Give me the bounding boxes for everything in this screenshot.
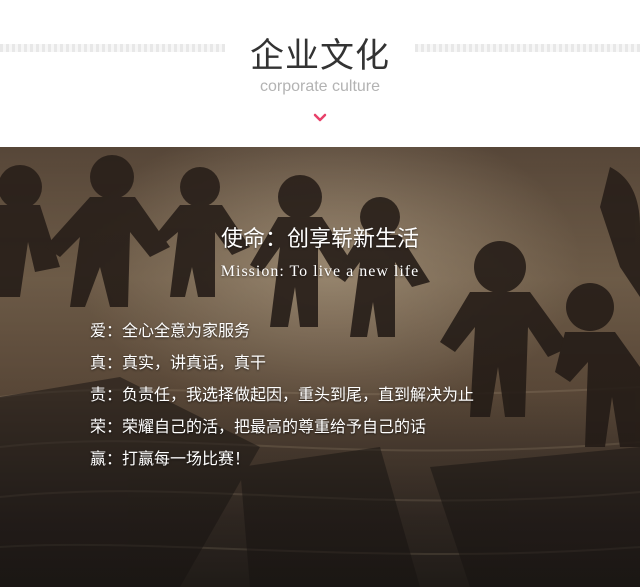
banner-overlay	[0, 147, 640, 587]
mission-subtitle: Mission: To live a new life	[220, 263, 420, 280]
paper-people-illustration	[0, 155, 640, 587]
section-subtitle: corporate culture	[259, 78, 381, 95]
value-item-love: 爱：全心全意为家服务	[90, 321, 251, 340]
culture-banner-image: 使命：创享崭新生活 Mission: To live a new life 爱：…	[0, 147, 640, 587]
culture-header: 企业文化 corporate culture	[0, 0, 640, 147]
value-item-honor: 荣：荣耀自己的活，把最高的尊重给予自己的话	[90, 417, 427, 436]
chevron-down-icon	[313, 113, 327, 122]
value-item-truth: 真：真实，讲真话，真干	[90, 353, 267, 372]
mission-title: 使命：创享崭新生活	[220, 227, 419, 252]
section-title: 企业文化	[250, 36, 390, 76]
value-item-responsibility: 责：负责任，我选择做起因，重头到尾，直到解决为止	[90, 385, 475, 404]
decorative-line-left	[0, 44, 225, 52]
value-item-win: 赢：打赢每一场比赛！	[90, 449, 251, 468]
decorative-line-right	[415, 44, 640, 52]
values-list: 爱：全心全意为家服务 真：真实，讲真话，真干 责：负责任，我选择做起因，重头到尾…	[90, 315, 474, 475]
